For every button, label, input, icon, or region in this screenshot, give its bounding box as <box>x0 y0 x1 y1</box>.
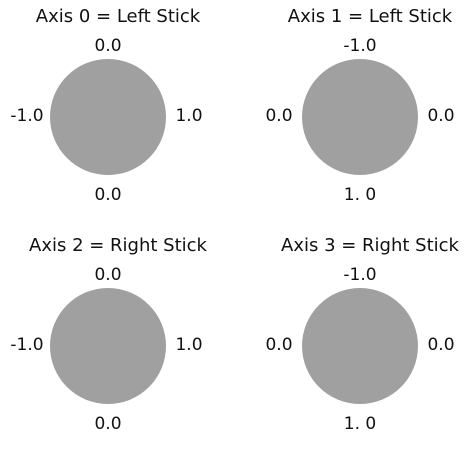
axis-3-left-value: 0.0 <box>265 335 293 355</box>
axis-3-stick-circle <box>302 288 418 404</box>
axis-1-top-value: -1.0 <box>343 36 377 56</box>
axis-1-panel: Axis 1 = Left Stick -1.0 0.0 0.0 1. 0 <box>252 0 472 223</box>
axis-1-left-value: 0.0 <box>265 106 293 126</box>
axis-1-title: Axis 1 = Left Stick <box>287 6 453 27</box>
axis-3-title: Axis 3 = Right Stick <box>281 235 459 256</box>
axis-1-right-value: 0.0 <box>427 106 455 126</box>
axis-2-bottom-value: 0.0 <box>94 414 122 434</box>
axis-0-right-value: 1.0 <box>175 106 203 126</box>
axis-2-top-value: 0.0 <box>94 265 122 285</box>
axis-3-right-value: 0.0 <box>427 335 455 355</box>
axis-0-left-value: -1.0 <box>10 106 44 126</box>
axis-2-title: Axis 2 = Right Stick <box>29 235 207 256</box>
axis-2-stick-circle <box>50 288 166 404</box>
axis-1-bottom-value: 1. 0 <box>343 185 377 205</box>
axis-0-stick-circle <box>50 59 166 175</box>
axis-2-right-value: 1.0 <box>175 335 203 355</box>
axis-2-panel: Axis 2 = Right Stick 0.0 -1.0 1.0 0.0 <box>0 229 236 452</box>
axis-2-left-value: -1.0 <box>10 335 44 355</box>
axis-1-stick-circle <box>302 59 418 175</box>
axis-0-title: Axis 0 = Left Stick <box>35 6 201 27</box>
axis-0-panel: Axis 0 = Left Stick 0.0 -1.0 1.0 0.0 <box>0 0 236 223</box>
axis-0-bottom-value: 0.0 <box>94 185 122 205</box>
axis-3-top-value: -1.0 <box>343 265 377 285</box>
axis-0-top-value: 0.0 <box>94 36 122 56</box>
axis-3-bottom-value: 1. 0 <box>343 414 377 434</box>
axis-3-panel: Axis 3 = Right Stick -1.0 0.0 0.0 1. 0 <box>252 229 472 452</box>
